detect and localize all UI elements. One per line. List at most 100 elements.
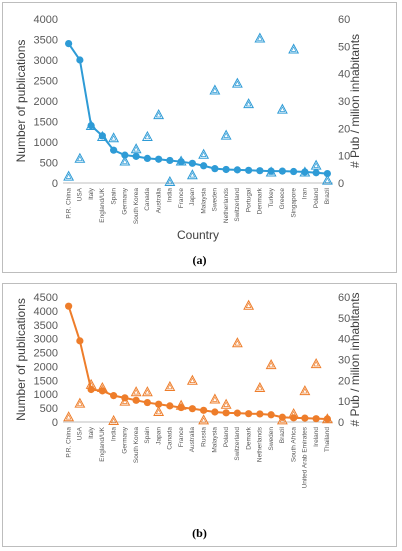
x-tick-label: Australia bbox=[155, 188, 162, 214]
per-capita-marker-inner bbox=[268, 361, 275, 368]
y-tick-label: 0 bbox=[52, 417, 58, 429]
per-capita-marker-inner bbox=[121, 158, 128, 164]
y-tick-label: 2000 bbox=[34, 361, 58, 373]
per-capita-marker-inner bbox=[290, 46, 297, 52]
publications-point bbox=[200, 406, 208, 414]
publications-point bbox=[211, 408, 219, 416]
x-tick-label: Australia bbox=[189, 427, 196, 453]
y2-tick-label: 10 bbox=[338, 396, 350, 408]
x-tick-label: Thailand bbox=[324, 427, 331, 452]
publications-point bbox=[301, 414, 309, 422]
per-capita-marker-inner bbox=[234, 340, 241, 346]
per-capita-marker bbox=[74, 397, 86, 408]
per-capita-marker-inner bbox=[133, 388, 140, 395]
per-capita-marker-inner bbox=[65, 173, 72, 179]
per-capita-marker bbox=[164, 380, 176, 391]
publications-point bbox=[132, 396, 140, 404]
per-capita-marker bbox=[130, 143, 142, 154]
publications-point bbox=[290, 167, 298, 176]
per-capita-marker-inner bbox=[166, 178, 173, 185]
x-tick-label: Spain bbox=[110, 188, 117, 205]
per-capita-marker bbox=[276, 414, 288, 425]
per-capita-marker bbox=[310, 159, 322, 170]
x-tick-label: Brazil bbox=[279, 426, 286, 443]
publications-point bbox=[222, 165, 230, 174]
per-capita-marker-inner bbox=[324, 177, 331, 183]
publications-point bbox=[155, 400, 163, 408]
x-tick-label: Spain bbox=[144, 427, 151, 444]
y2-tick-label: 30 bbox=[338, 96, 350, 108]
per-capita-marker bbox=[198, 148, 210, 159]
y-tick-label: 3500 bbox=[34, 320, 58, 332]
y-tick-label: 4500 bbox=[34, 292, 58, 304]
per-capita-marker bbox=[63, 411, 75, 422]
y-tick-label: 3500 bbox=[34, 35, 58, 47]
y2-tick-label: 60 bbox=[338, 292, 350, 304]
per-capita-marker bbox=[254, 381, 266, 393]
x-tick-label: USA bbox=[77, 426, 84, 440]
per-capita-marker bbox=[209, 84, 221, 95]
x-tick-label: South Africa bbox=[290, 427, 297, 462]
y-tick-label: 1000 bbox=[34, 389, 58, 401]
per-capita-marker bbox=[164, 175, 176, 187]
per-capita-marker bbox=[153, 109, 165, 120]
per-capita-marker-inner bbox=[301, 169, 308, 175]
per-capita-marker bbox=[119, 155, 131, 166]
y2-tick-label: 40 bbox=[338, 334, 350, 346]
publications-point bbox=[143, 398, 151, 407]
x-tick-label: Netherlands bbox=[223, 187, 230, 223]
per-capita-marker-inner bbox=[155, 111, 162, 118]
y-tick-label: 500 bbox=[40, 403, 58, 415]
x-tick-label: Iran bbox=[302, 188, 309, 200]
x-tick-label: Russia bbox=[200, 427, 207, 447]
x-tick-label: Japan bbox=[155, 427, 162, 445]
per-capita-marker bbox=[141, 386, 153, 397]
x-tick-label: USA bbox=[77, 187, 84, 201]
per-capita-marker bbox=[265, 166, 277, 177]
per-capita-marker bbox=[243, 98, 255, 109]
publications-point bbox=[233, 409, 241, 417]
publications-point bbox=[110, 146, 118, 154]
y-tick-label: 4000 bbox=[34, 306, 58, 318]
y-tick-label: 1000 bbox=[34, 137, 58, 149]
per-capita-marker bbox=[220, 398, 232, 409]
per-capita-marker-inner bbox=[110, 135, 117, 141]
per-capita-marker bbox=[153, 405, 165, 416]
y-tick-label: 1500 bbox=[34, 117, 58, 129]
per-capita-marker-inner bbox=[211, 87, 218, 93]
per-capita-marker-inner bbox=[211, 396, 218, 402]
per-capita-marker-inner bbox=[144, 388, 151, 395]
publications-point bbox=[76, 337, 84, 345]
per-capita-marker bbox=[209, 393, 221, 404]
x-tick-label: P.R. China bbox=[65, 188, 72, 219]
x-tick-label: Italy bbox=[88, 187, 95, 200]
y-tick-label: 2500 bbox=[34, 348, 58, 360]
per-capita-marker-inner bbox=[256, 35, 263, 41]
x-tick-label: Brazil bbox=[324, 187, 331, 204]
y2-tick-label: 40 bbox=[338, 69, 350, 81]
per-capita-marker-inner bbox=[256, 384, 263, 391]
y-tick-label: 0 bbox=[52, 178, 58, 190]
x-tick-label: India bbox=[110, 427, 117, 441]
y2-tick-label: 50 bbox=[338, 41, 350, 53]
per-capita-marker bbox=[299, 385, 311, 396]
y2-tick-label: 60 bbox=[338, 14, 350, 26]
per-capita-marker bbox=[310, 358, 322, 369]
per-capita-marker bbox=[108, 414, 120, 425]
chart-panel-a: 0 500 1000 1500 2000 2500 3000 3500 4000 0 10 20 30 4… bbox=[2, 2, 397, 273]
x-tick-label: Poland bbox=[223, 427, 230, 448]
per-capita-marker bbox=[96, 130, 108, 141]
publications-point bbox=[256, 167, 264, 175]
per-capita-marker-inner bbox=[65, 413, 72, 420]
per-capita-marker-inner bbox=[99, 133, 106, 140]
per-capita-marker bbox=[85, 378, 97, 389]
publications-point bbox=[312, 169, 320, 177]
x-tick-label: South Korea bbox=[133, 188, 140, 225]
publications-point bbox=[110, 392, 118, 400]
per-capita-marker-inner bbox=[88, 122, 95, 129]
x-tick-label: Turkey bbox=[268, 187, 275, 207]
per-capita-marker bbox=[96, 381, 108, 393]
x-tick-label: Portugal bbox=[245, 187, 252, 212]
y2-tick-label: 20 bbox=[338, 375, 350, 387]
